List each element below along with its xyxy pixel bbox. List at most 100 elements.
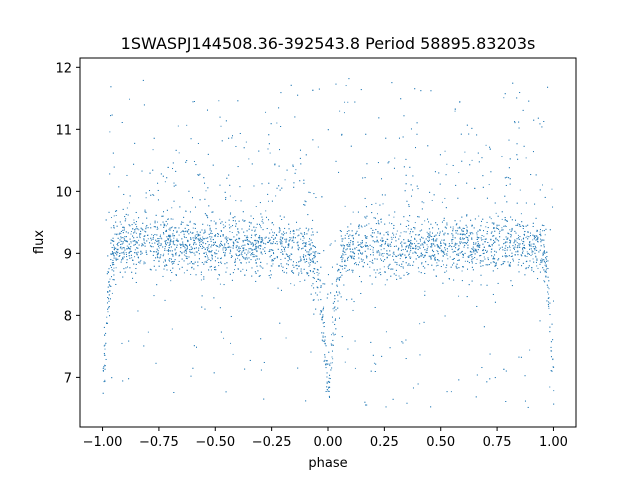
data-point bbox=[504, 177, 506, 179]
data-point bbox=[190, 375, 192, 377]
data-point bbox=[222, 224, 224, 226]
data-point bbox=[150, 269, 152, 271]
data-point bbox=[256, 251, 258, 253]
data-point bbox=[476, 251, 478, 253]
data-point bbox=[234, 264, 236, 266]
data-point bbox=[310, 259, 312, 261]
data-point bbox=[438, 234, 440, 236]
data-point bbox=[387, 233, 389, 235]
data-point bbox=[199, 239, 201, 241]
data-point bbox=[162, 221, 164, 223]
data-point bbox=[400, 223, 402, 225]
data-point bbox=[409, 233, 411, 235]
data-point bbox=[286, 268, 288, 270]
data-point bbox=[164, 299, 166, 301]
data-point bbox=[198, 247, 200, 249]
data-point bbox=[113, 225, 115, 227]
data-point bbox=[466, 182, 468, 184]
data-point bbox=[324, 336, 326, 338]
data-point bbox=[189, 231, 191, 233]
data-point bbox=[315, 280, 317, 282]
data-point bbox=[104, 379, 106, 381]
data-point bbox=[341, 261, 343, 263]
data-point bbox=[506, 241, 508, 243]
data-point bbox=[112, 264, 114, 266]
data-point bbox=[280, 126, 282, 127]
data-point bbox=[231, 255, 233, 257]
data-point bbox=[419, 247, 421, 249]
data-point bbox=[193, 160, 195, 162]
data-point bbox=[186, 248, 188, 250]
data-point bbox=[248, 240, 250, 242]
data-point bbox=[408, 247, 410, 249]
data-point bbox=[472, 246, 474, 248]
data-point bbox=[230, 315, 232, 317]
data-point bbox=[326, 360, 328, 362]
data-point bbox=[384, 271, 386, 273]
data-point bbox=[170, 235, 172, 237]
data-point bbox=[487, 264, 489, 266]
data-point bbox=[393, 216, 395, 218]
data-point bbox=[281, 241, 283, 243]
data-point bbox=[124, 220, 126, 222]
data-point bbox=[495, 212, 497, 214]
data-point bbox=[354, 248, 356, 250]
data-point bbox=[436, 250, 438, 252]
data-point bbox=[240, 270, 242, 272]
data-point bbox=[272, 234, 274, 236]
data-point bbox=[126, 240, 128, 242]
data-point bbox=[421, 208, 423, 210]
data-point bbox=[446, 254, 448, 256]
data-point bbox=[379, 252, 381, 254]
data-point bbox=[344, 234, 346, 236]
data-point bbox=[444, 315, 446, 317]
data-point bbox=[431, 199, 433, 201]
data-point bbox=[498, 232, 500, 234]
data-point bbox=[192, 101, 194, 103]
data-point bbox=[112, 237, 114, 239]
data-point bbox=[309, 192, 311, 194]
data-point bbox=[429, 233, 431, 235]
data-point bbox=[174, 248, 176, 250]
data-point bbox=[445, 243, 447, 245]
data-point bbox=[433, 240, 435, 242]
data-point bbox=[428, 235, 430, 237]
data-point bbox=[506, 220, 508, 222]
data-point bbox=[519, 246, 521, 248]
data-point bbox=[514, 122, 516, 124]
data-point bbox=[390, 268, 392, 270]
data-point bbox=[416, 185, 418, 187]
data-point bbox=[264, 250, 266, 252]
data-point bbox=[268, 134, 270, 136]
data-point bbox=[203, 247, 205, 249]
data-point bbox=[341, 240, 343, 242]
data-point bbox=[108, 271, 110, 273]
data-point bbox=[224, 225, 226, 227]
data-point bbox=[379, 233, 381, 235]
data-point bbox=[381, 244, 383, 246]
data-point bbox=[335, 309, 337, 311]
data-point bbox=[489, 146, 491, 148]
data-point bbox=[189, 251, 191, 253]
data-point bbox=[455, 247, 457, 249]
data-point bbox=[190, 237, 192, 239]
data-point bbox=[284, 232, 286, 234]
data-point bbox=[293, 186, 295, 188]
data-point bbox=[545, 275, 547, 277]
data-point bbox=[410, 128, 412, 130]
data-point bbox=[152, 246, 154, 248]
data-point bbox=[442, 230, 444, 232]
data-point bbox=[415, 258, 417, 260]
data-point bbox=[287, 255, 289, 257]
data-point bbox=[435, 234, 437, 236]
data-point bbox=[112, 253, 114, 255]
data-point bbox=[218, 100, 220, 102]
data-point bbox=[192, 367, 194, 369]
data-point bbox=[351, 256, 353, 258]
data-point bbox=[530, 243, 532, 245]
data-point bbox=[508, 263, 510, 265]
data-point bbox=[122, 226, 124, 228]
data-point bbox=[129, 98, 131, 100]
data-point bbox=[279, 215, 281, 217]
data-point bbox=[394, 157, 396, 159]
